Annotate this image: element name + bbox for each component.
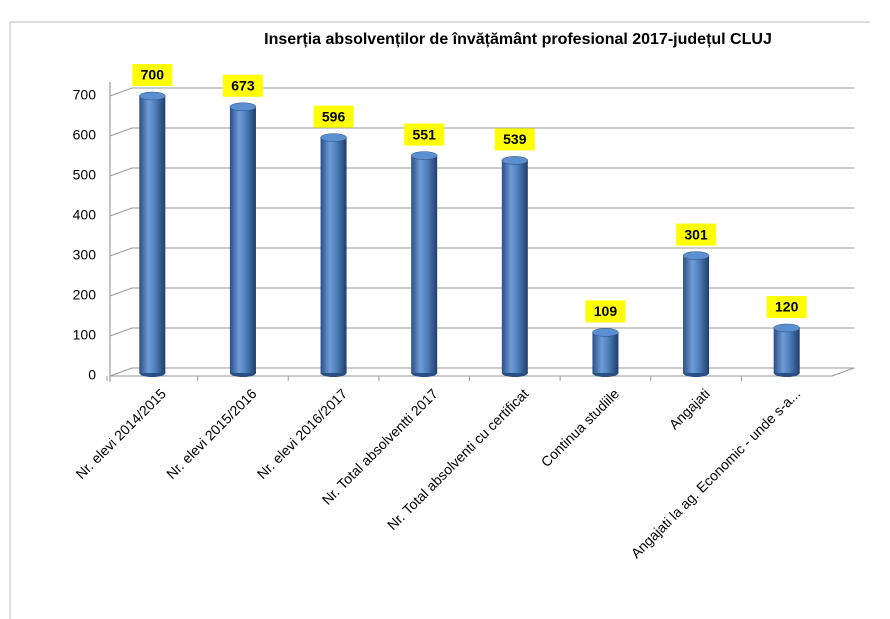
grid-line (109, 367, 854, 377)
bar-cap (320, 133, 347, 142)
bar-cap (410, 151, 438, 160)
bar (320, 137, 347, 373)
grid-line (109, 287, 854, 297)
value-label: 596 (322, 108, 346, 124)
value-label: 120 (775, 299, 799, 315)
bar (139, 96, 166, 373)
value-label: 700 (141, 67, 165, 83)
grid-line (109, 127, 854, 137)
floor (110, 367, 855, 377)
value-label-box (585, 300, 626, 323)
bar-cap (682, 251, 710, 260)
x-tick-label: Angajati (666, 385, 713, 432)
grid-line (109, 327, 854, 337)
bar-cap (773, 323, 800, 333)
chart-title: Inserția absolvenților de învățământ pro… (264, 31, 772, 48)
y-tick-label: 700 (73, 87, 97, 103)
y-tick-label: 600 (73, 127, 97, 143)
grid-line (109, 167, 854, 177)
bar-cap (139, 91, 166, 101)
y-tick-label: 200 (73, 287, 97, 303)
y-tick-label: 400 (73, 207, 97, 223)
bar (501, 160, 528, 373)
value-label-box (404, 123, 445, 146)
value-label-box (222, 74, 263, 97)
bar-cap (592, 328, 619, 337)
bar (683, 255, 710, 373)
y-tick-label: 100 (73, 327, 97, 343)
grid-line (109, 247, 854, 257)
grid-line (109, 207, 854, 217)
value-label-box (766, 296, 807, 318)
x-tick-label: Angajati la ag. Economic - unde s-a... (628, 385, 804, 561)
y-tick-label: 300 (73, 247, 97, 263)
bar-cap (501, 156, 529, 165)
value-label-box (132, 64, 173, 86)
value-label: 109 (594, 303, 618, 319)
x-tick-label: Nr. elevi 2016/2017 (254, 385, 351, 482)
grid-line (109, 87, 854, 97)
bar (773, 328, 800, 373)
x-tick-label: Continua studiile (538, 385, 623, 470)
y-tick-label: 0 (88, 367, 96, 383)
bar-cap (229, 102, 257, 112)
value-label-box (494, 128, 535, 151)
value-label-box (313, 105, 354, 128)
value-label: 539 (503, 131, 527, 147)
bar (229, 106, 256, 374)
bar (592, 332, 619, 373)
value-label: 673 (231, 78, 255, 94)
x-tick-label: Nr. Total absolventi cu certificat (384, 385, 532, 533)
y-tick-label: 500 (73, 167, 97, 183)
x-tick-label: Nr. elevi 2014/2015 (72, 385, 169, 482)
value-label: 551 (413, 126, 437, 142)
value-label-box (676, 223, 717, 246)
value-label: 301 (684, 226, 708, 242)
bar (411, 155, 438, 373)
x-tick-label: Nr. elevi 2015/2016 (163, 385, 260, 482)
